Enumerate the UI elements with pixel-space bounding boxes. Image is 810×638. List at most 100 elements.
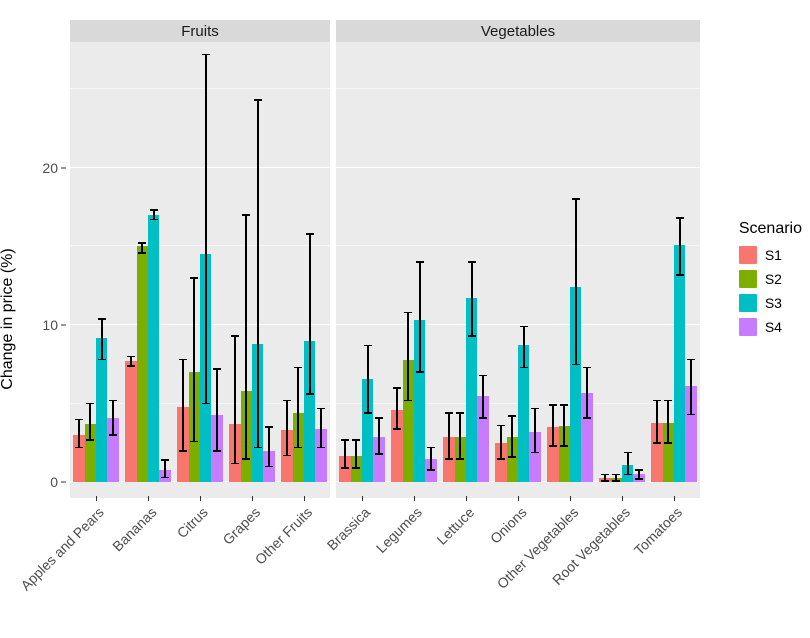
error-bar-cap [624,474,632,476]
error-bar-cap [456,458,464,460]
error-bar [627,452,629,474]
facet-panel: Vegetables [336,20,700,498]
error-bar [286,401,288,456]
error-bar-cap [179,359,187,361]
error-bar [378,418,380,454]
error-bar-cap [127,356,135,358]
error-bar [320,408,322,447]
error-bar-cap [352,467,360,469]
error-bar [667,401,669,443]
error-bar [355,440,357,468]
x-tick-mark [304,496,305,501]
error-bar [552,405,554,446]
category-group [440,42,492,498]
error-bar-cap [341,439,349,441]
x-tick-mark [466,496,467,501]
category-group [388,42,440,498]
error-bar-cap [265,426,273,428]
error-bar-cap [283,400,291,402]
error-bar-cap [445,412,453,414]
x-label-slot: Bananas [122,498,174,638]
x-tick-mark [570,496,571,501]
x-axis-label: Apples and Pears [18,504,107,593]
x-tick-mark [252,496,253,501]
error-bar [419,262,421,372]
error-bar-cap [531,408,539,410]
legend-item: S3 [739,294,802,312]
error-bar-cap [341,467,349,469]
bar [674,245,685,482]
error-bar-cap [364,345,372,347]
legend-label: S2 [765,271,782,287]
error-bar-cap [231,335,239,337]
error-bar-cap [456,412,464,414]
legend-swatch [739,270,757,288]
error-bar-cap [190,277,198,279]
error-bar [309,234,311,394]
error-bar-cap [294,367,302,369]
error-bar-cap [393,387,401,389]
error-bar [216,369,218,451]
error-bar [430,448,432,470]
x-label-slot: Citrus [174,498,226,638]
error-bar-cap [583,367,591,369]
error-bar [656,401,658,443]
error-bar-cap [375,417,383,419]
error-bar-cap [560,404,568,406]
y-axis-tick-label: 10 [42,318,58,332]
x-labels-panel: Apples and PearsBananasCitrusGrapesOther… [70,498,330,638]
error-bar [471,262,473,336]
x-label-slot: Brassica [336,498,388,638]
error-bar-cap [664,400,672,402]
facet-panels: Fruits Vegetables [70,20,700,498]
error-bar-cap [242,214,250,216]
error-bar [257,100,259,448]
error-bar [297,368,299,448]
error-bar-cap [179,450,187,452]
error-bar-cap [202,403,210,405]
x-axis-label: Brassica [324,504,373,553]
error-bar-cap [161,459,169,461]
error-bar-cap [98,359,106,361]
legend-swatch [739,294,757,312]
category-group [596,42,648,498]
error-bar-cap [317,408,325,410]
y-axis-tick-mark [61,167,66,168]
error-bar-cap [213,450,221,452]
error-bar [112,401,114,436]
error-bar-cap [676,274,684,276]
error-bar-cap [601,474,609,476]
error-bar [182,360,184,451]
category-group [70,42,122,498]
error-bar [500,426,502,459]
error-bar-cap [75,447,83,449]
error-bar-cap [479,375,487,377]
plot-area [70,42,330,498]
x-label-slot: Lettuce [440,498,492,638]
error-bar [89,404,91,440]
category-group [492,42,544,498]
legend-label: S3 [765,295,782,311]
error-bar-cap [254,447,262,449]
x-label-slot: Other Fruits [278,498,330,638]
error-bar-cap [213,368,221,370]
legend-swatch [739,246,757,264]
error-bar-cap [427,469,435,471]
error-bar-cap [317,447,325,449]
facet-strip: Fruits [70,20,330,42]
error-bar [101,319,103,360]
x-tick-mark [96,496,97,501]
x-axis-labels: Apples and PearsBananasCitrusGrapesOther… [70,498,700,638]
error-bar-cap [508,456,516,458]
error-bar [407,312,409,400]
error-bar-cap [242,458,250,460]
legend-item: S4 [739,318,802,336]
error-bar [367,345,369,413]
error-bar-cap [520,326,528,328]
category-group [226,42,278,498]
error-bar-cap [150,209,158,211]
error-bar-cap [416,371,424,373]
error-bar-cap [283,455,291,457]
error-bar-cap [520,367,528,369]
x-tick-mark [414,496,415,501]
